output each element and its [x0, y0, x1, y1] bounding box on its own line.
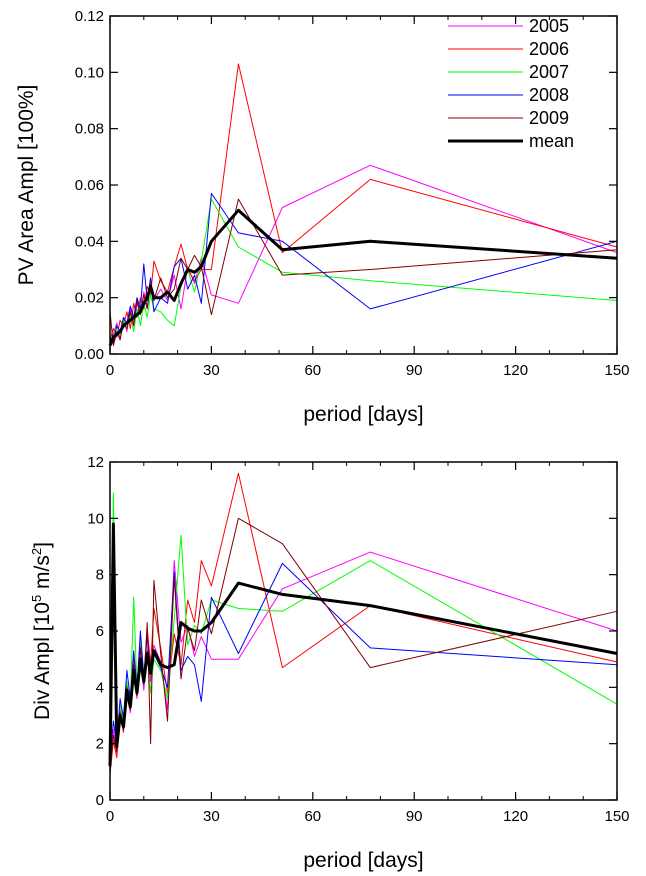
x-tick-label: 150 — [604, 362, 629, 379]
y-tick-label: 0.06 — [75, 177, 104, 194]
y-tick-label: 2 — [96, 736, 104, 753]
x-tick-label: 150 — [604, 808, 629, 825]
legend-label-2007: 2007 — [529, 62, 569, 82]
axis-ticks: 0 30 60 90 120 150 0.00 0.02 0.04 0.06 0.08 0.10 0.1… — [75, 8, 630, 379]
y-axis-label-main: Div Ampl [10 — [31, 602, 54, 720]
y-tick-label: 6 — [96, 623, 104, 640]
x-tick-label: 60 — [304, 808, 321, 825]
series-layer — [108, 63, 618, 347]
legend-label-mean: mean — [529, 131, 574, 151]
x-axis-label: period [days] — [303, 403, 423, 426]
div-ampl-chart: 0 30 60 90 120 150 0 2 4 6 8 10 12 period [days] Div… — [29, 454, 630, 872]
series-line-mean — [108, 208, 618, 347]
x-tick-label: 90 — [406, 808, 423, 825]
legend: 2005 2006 2007 2008 2009 mean — [448, 16, 574, 151]
y-tick-label: 8 — [96, 567, 104, 584]
legend-label-2008: 2008 — [529, 85, 569, 105]
y-axis-label: PV Area Ampl [100%] — [15, 85, 38, 286]
series-layer — [108, 472, 618, 775]
x-tick-label: 0 — [106, 362, 114, 379]
axis-ticks: 0 30 60 90 120 150 0 2 4 6 8 10 12 — [87, 454, 629, 825]
legend-label-2006: 2006 — [529, 39, 569, 59]
y-tick-label: 10 — [87, 510, 104, 527]
y-axis-label: Div Ampl [105 m/s2] — [29, 542, 54, 720]
series-line-2008 — [109, 192, 618, 344]
pv-area-chart: 0 30 60 90 120 150 0.00 0.02 0.04 0.06 0.08 0.10 0.1… — [15, 8, 630, 426]
x-tick-label: 120 — [503, 808, 528, 825]
y-tick-label: 4 — [96, 679, 104, 696]
x-axis-label: period [days] — [303, 849, 423, 872]
legend-label-2005: 2005 — [529, 16, 569, 36]
y-axis-label-close: ] — [31, 542, 54, 548]
x-tick-label: 30 — [203, 808, 220, 825]
y-tick-label: 0 — [96, 792, 104, 809]
series-line-2006 — [109, 63, 618, 341]
y-axis-label-unit-exponent: 2 — [29, 548, 44, 555]
y-tick-label: 0.04 — [75, 233, 104, 250]
series-line-2008 — [109, 562, 618, 761]
y-tick-label: 0.08 — [75, 121, 104, 138]
x-tick-label: 90 — [406, 362, 423, 379]
legend-label-2009: 2009 — [529, 108, 569, 128]
plot-frame — [109, 461, 618, 801]
y-tick-label: 0.12 — [75, 8, 104, 25]
y-tick-label: 0.00 — [75, 346, 104, 363]
y-tick-label: 0.02 — [75, 290, 104, 307]
x-tick-label: 60 — [304, 362, 321, 379]
y-axis-label-exponent: 5 — [29, 595, 44, 602]
x-tick-label: 0 — [106, 808, 114, 825]
x-tick-label: 30 — [203, 362, 220, 379]
x-tick-label: 120 — [503, 362, 528, 379]
y-tick-label: 0.10 — [75, 64, 104, 81]
series-line-mean — [108, 522, 618, 767]
series-line-2007 — [109, 492, 618, 744]
y-tick-label: 12 — [87, 454, 104, 471]
y-axis-label-unit: m/s — [31, 555, 54, 595]
